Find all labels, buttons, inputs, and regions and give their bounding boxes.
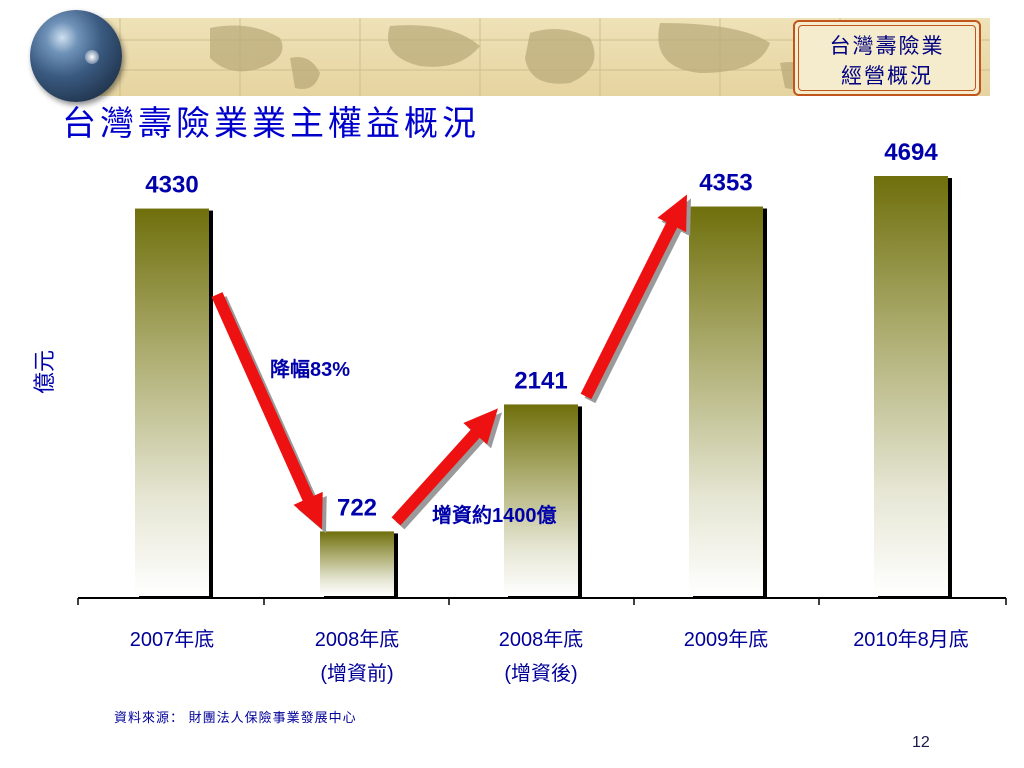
- section-badge: 台灣壽險業 經營概況: [793, 20, 981, 96]
- trend-arrow: [391, 408, 498, 526]
- category-label: 2008年底: [499, 628, 584, 651]
- annotation-text: 降幅83%: [270, 357, 350, 381]
- bar: [874, 176, 948, 596]
- world-map-decoration: [60, 18, 990, 96]
- source-note: 資料來源： 財團法人保險事業發展中心: [114, 710, 357, 725]
- category-label: 2007年底: [130, 628, 215, 651]
- category-label: 2010年8月底: [853, 628, 969, 651]
- data-label: 4694: [884, 139, 938, 166]
- data-label: 4353: [699, 170, 752, 197]
- globe-highlight: [85, 50, 99, 64]
- bar: [320, 531, 394, 596]
- category-label: (增資後): [504, 662, 577, 685]
- trend-arrow: [580, 194, 687, 400]
- bar: [135, 208, 209, 596]
- category-label: 2008年底: [315, 628, 400, 651]
- badge-line-2: 經營概況: [841, 64, 933, 88]
- data-label: 4330: [145, 172, 198, 199]
- badge-line-1: 台灣壽險業: [829, 34, 945, 58]
- bar: [504, 404, 578, 596]
- category-label: (增資前): [320, 662, 393, 685]
- globe-logo: [30, 10, 122, 102]
- bars-layer: [135, 176, 952, 598]
- annotation-text: 增資約1400億: [432, 503, 557, 527]
- category-label: 2009年底: [684, 628, 769, 651]
- data-label: 722: [337, 494, 377, 521]
- page-title: 台灣壽險業業主權益概況: [62, 104, 480, 144]
- badge-border: [798, 25, 976, 91]
- y-axis-label: 億元: [33, 350, 58, 394]
- annotation-arrows: [211, 194, 691, 534]
- trend-arrow: [211, 292, 323, 530]
- x-axis: [77, 597, 1007, 605]
- bar: [689, 206, 763, 596]
- data-label: 2141: [514, 367, 567, 394]
- chart-labels: 4330 722 2141 4353 4694 2007年底 2008年底 (增資前) 2008…: [33, 139, 969, 685]
- page-number: 12: [912, 734, 930, 751]
